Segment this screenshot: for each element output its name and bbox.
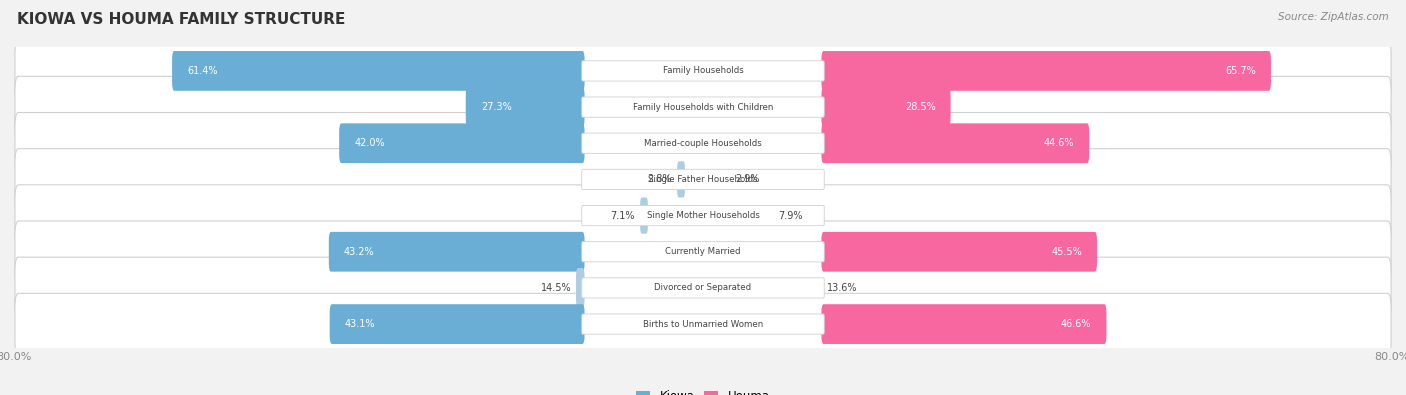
FancyBboxPatch shape — [582, 314, 824, 334]
FancyBboxPatch shape — [15, 76, 1391, 138]
FancyBboxPatch shape — [582, 278, 824, 298]
FancyBboxPatch shape — [15, 257, 1391, 319]
FancyBboxPatch shape — [821, 123, 1090, 163]
FancyBboxPatch shape — [339, 123, 585, 163]
FancyBboxPatch shape — [582, 242, 824, 262]
Text: 42.0%: 42.0% — [354, 138, 385, 148]
Text: 14.5%: 14.5% — [541, 283, 571, 293]
Text: Source: ZipAtlas.com: Source: ZipAtlas.com — [1278, 12, 1389, 22]
FancyBboxPatch shape — [582, 61, 824, 81]
Text: Currently Married: Currently Married — [665, 247, 741, 256]
Legend: Kiowa, Houma: Kiowa, Houma — [631, 385, 775, 395]
Text: Family Households: Family Households — [662, 66, 744, 75]
Text: Single Father Households: Single Father Households — [648, 175, 758, 184]
Text: 27.3%: 27.3% — [481, 102, 512, 112]
Text: 65.7%: 65.7% — [1225, 66, 1256, 76]
FancyBboxPatch shape — [15, 293, 1391, 355]
Text: Divorced or Separated: Divorced or Separated — [654, 284, 752, 292]
FancyBboxPatch shape — [465, 87, 585, 127]
FancyBboxPatch shape — [582, 169, 824, 190]
Text: 43.2%: 43.2% — [344, 247, 374, 257]
Text: 43.1%: 43.1% — [344, 319, 375, 329]
FancyBboxPatch shape — [15, 185, 1391, 246]
Text: 2.9%: 2.9% — [735, 175, 759, 184]
Text: 44.6%: 44.6% — [1043, 138, 1074, 148]
Text: Family Households with Children: Family Households with Children — [633, 103, 773, 111]
FancyBboxPatch shape — [821, 87, 950, 127]
FancyBboxPatch shape — [678, 161, 685, 198]
Text: 46.6%: 46.6% — [1062, 319, 1091, 329]
Text: Births to Unmarried Women: Births to Unmarried Women — [643, 320, 763, 329]
FancyBboxPatch shape — [15, 113, 1391, 174]
FancyBboxPatch shape — [172, 51, 585, 91]
FancyBboxPatch shape — [582, 205, 824, 226]
Text: 28.5%: 28.5% — [905, 102, 935, 112]
FancyBboxPatch shape — [15, 149, 1391, 210]
FancyBboxPatch shape — [640, 198, 648, 234]
Text: 7.9%: 7.9% — [778, 211, 803, 220]
FancyBboxPatch shape — [329, 232, 585, 272]
FancyBboxPatch shape — [821, 304, 1107, 344]
Text: 13.6%: 13.6% — [827, 283, 858, 293]
Text: 7.1%: 7.1% — [610, 211, 636, 220]
FancyBboxPatch shape — [582, 133, 824, 153]
FancyBboxPatch shape — [329, 304, 585, 344]
FancyBboxPatch shape — [576, 268, 585, 308]
Text: Married-couple Households: Married-couple Households — [644, 139, 762, 148]
FancyBboxPatch shape — [15, 40, 1391, 102]
FancyBboxPatch shape — [15, 221, 1391, 282]
Text: Single Mother Households: Single Mother Households — [647, 211, 759, 220]
FancyBboxPatch shape — [821, 51, 1271, 91]
Text: 2.8%: 2.8% — [648, 175, 672, 184]
FancyBboxPatch shape — [582, 97, 824, 117]
Text: 61.4%: 61.4% — [187, 66, 218, 76]
Text: KIOWA VS HOUMA FAMILY STRUCTURE: KIOWA VS HOUMA FAMILY STRUCTURE — [17, 12, 346, 27]
Text: 45.5%: 45.5% — [1052, 247, 1083, 257]
FancyBboxPatch shape — [821, 232, 1097, 272]
